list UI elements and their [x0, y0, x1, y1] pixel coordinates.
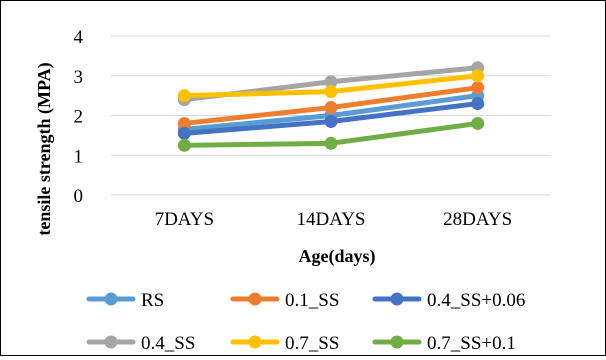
- legend-marker: [104, 335, 118, 349]
- x-tick-label: 14DAYS: [297, 209, 366, 230]
- data-point: [324, 75, 338, 89]
- legend-marker: [390, 292, 404, 306]
- data-point: [177, 138, 191, 152]
- data-point: [177, 126, 191, 140]
- data-point: [324, 85, 338, 99]
- y-tick-labels: 0 1 2 3 4: [74, 27, 84, 207]
- x-tick-label: 7DAYS: [155, 209, 215, 230]
- y-tick-label: 1: [74, 146, 84, 167]
- data-point: [177, 116, 191, 130]
- legend-item: RS: [86, 290, 164, 311]
- legend-label: 0.7_SS: [285, 333, 339, 354]
- legend-item: 0.7_SS+0.1: [372, 333, 516, 354]
- y-tick-label: 3: [74, 67, 84, 88]
- legend-label: 0.7_SS+0.1: [427, 333, 516, 354]
- legend-item: 0.7_SS: [230, 333, 339, 354]
- y-tick-label: 0: [74, 186, 84, 207]
- legend-label: RS: [141, 290, 164, 311]
- y-tick-label: 4: [74, 27, 84, 48]
- y-tick-label: 2: [74, 107, 84, 128]
- data-point: [324, 101, 338, 115]
- legend-marker: [248, 292, 262, 306]
- x-tick-labels: 7DAYS 14DAYS 28DAYS: [155, 209, 513, 230]
- x-tick-label: 28DAYS: [443, 209, 512, 230]
- legend-marker: [390, 335, 404, 349]
- series-0.4_SS+0.06: [177, 97, 485, 140]
- data-series: [177, 61, 485, 152]
- data-point: [471, 116, 485, 130]
- legend-label: 0.4_SS+0.06: [427, 290, 525, 311]
- series-0.7_SS: [177, 69, 485, 103]
- data-point: [324, 136, 338, 150]
- data-point: [471, 81, 485, 95]
- legend: RS 0.1_SS 0.4_SS+0.06 0.4_SS 0.7_SS 0.7_SS+0.…: [86, 290, 525, 354]
- data-point: [471, 97, 485, 111]
- legend-marker: [104, 292, 118, 306]
- y-axis-label: tensile strength (MPA): [34, 62, 55, 235]
- legend-item: 0.1_SS: [230, 290, 339, 311]
- x-axis-label: Age(days): [299, 246, 376, 267]
- data-point: [471, 69, 485, 83]
- series-0.7_SS+0.1: [177, 116, 485, 152]
- legend-label: 0.1_SS: [285, 290, 339, 311]
- data-point: [324, 114, 338, 128]
- series-0.1_SS: [177, 81, 485, 130]
- legend-label: 0.4_SS: [141, 333, 195, 354]
- legend-item: 0.4_SS: [86, 333, 195, 354]
- legend-item: 0.4_SS+0.06: [372, 290, 525, 311]
- data-point: [177, 89, 191, 103]
- legend-marker: [248, 335, 262, 349]
